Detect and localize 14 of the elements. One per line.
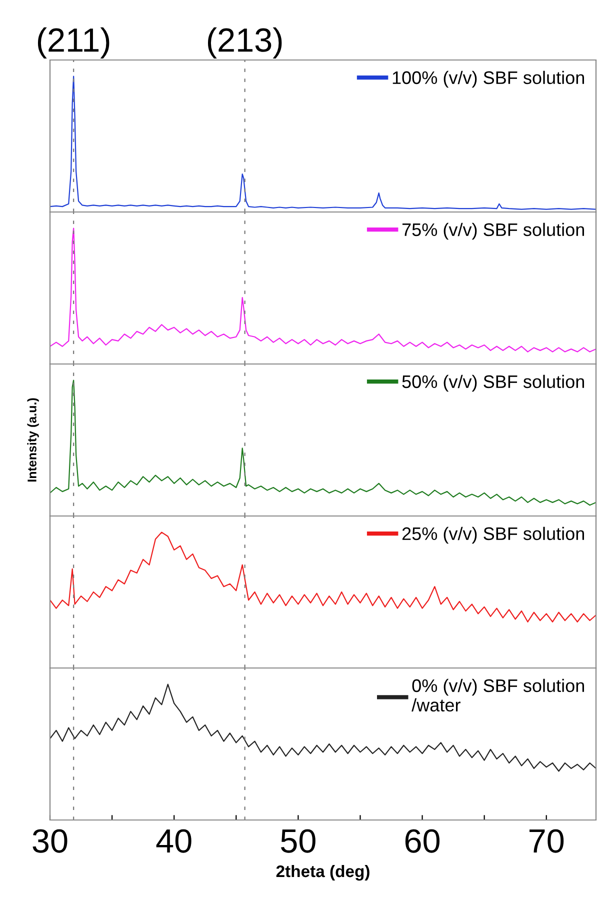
text: (211)	[38, 27, 110, 58]
text: (213)	[208, 27, 282, 58]
legend-label: 100% (v/v) SBF solution	[392, 70, 584, 88]
x-tick-label: 40	[156, 829, 192, 853]
x-tick-label: 30	[32, 829, 68, 853]
legend-label: 75% (v/v) SBF solution	[402, 222, 584, 240]
legend-label: 50% (v/v) SBF solution	[402, 374, 584, 392]
legend-label: 25% (v/v) SBF solution	[402, 526, 584, 544]
x-tick-label: 50	[280, 829, 316, 853]
x-axis-title: 2theta (deg)	[276, 864, 370, 881]
x-tick-label: 60	[405, 829, 440, 853]
legend-label: 0% (v/v) SBF solution /water	[412, 678, 584, 712]
x-tick-label: 70	[530, 829, 564, 853]
y-axis-title: Intensity (a.u.)	[27, 398, 39, 482]
